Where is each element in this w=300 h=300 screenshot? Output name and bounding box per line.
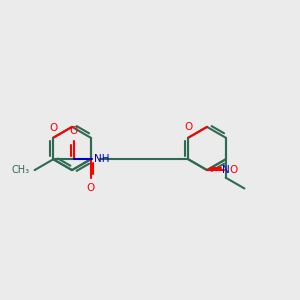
Text: NH: NH: [94, 154, 109, 164]
Text: CH₃: CH₃: [12, 165, 30, 175]
Text: O: O: [87, 183, 95, 193]
Text: O: O: [184, 122, 192, 132]
Text: O: O: [49, 123, 57, 133]
Text: N: N: [222, 165, 230, 175]
Text: O: O: [230, 165, 238, 175]
Text: O: O: [70, 126, 78, 136]
